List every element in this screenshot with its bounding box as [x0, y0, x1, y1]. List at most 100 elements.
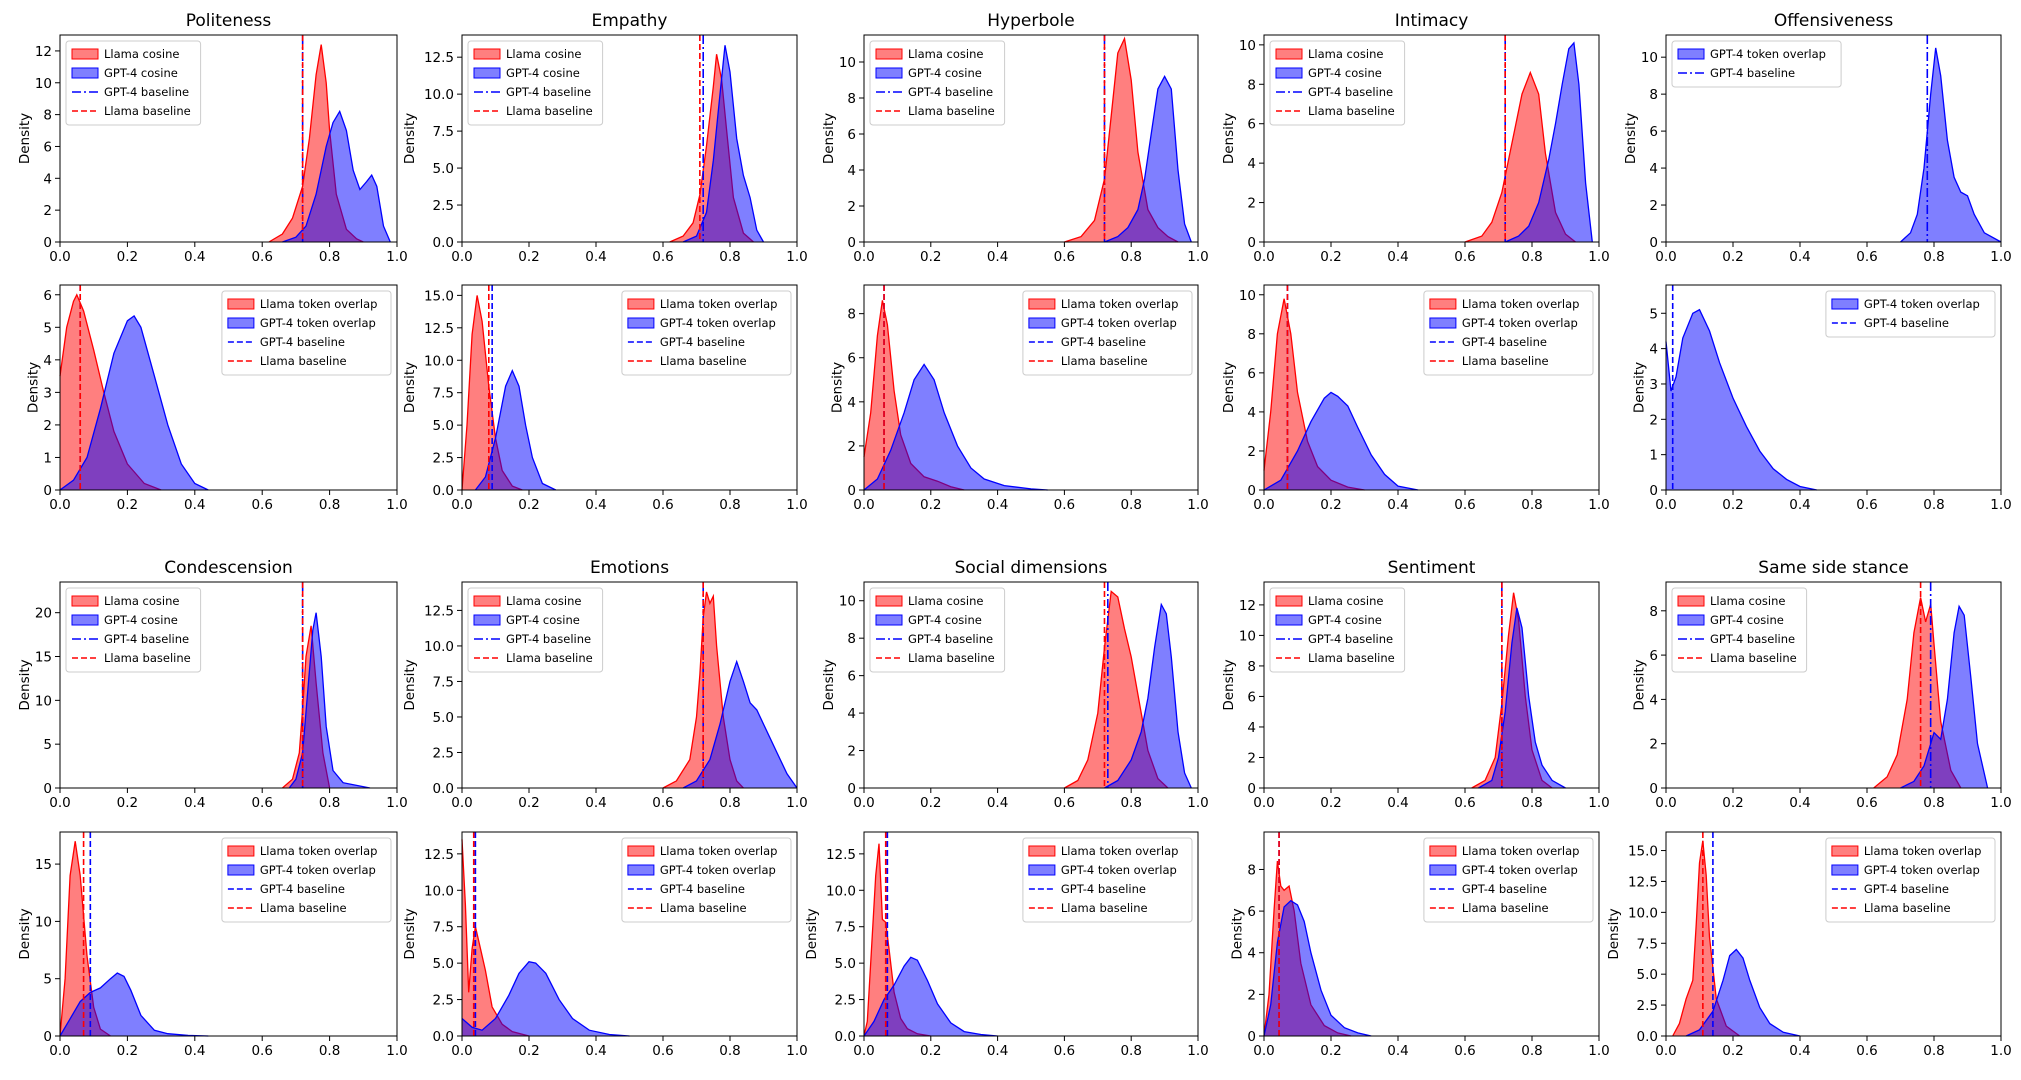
x-tick-label: 0.6 — [1454, 497, 1475, 513]
y-axis-label: Density — [402, 362, 418, 413]
x-tick-label: 0.2 — [920, 249, 941, 265]
x-tick-label: 0.2 — [1320, 497, 1341, 513]
legend-patch-swatch — [1677, 48, 1705, 60]
axes-frame — [863, 34, 1199, 243]
legend-entry-label: GPT-4 cosine — [1308, 613, 1382, 627]
x-tick-label: 0.0 — [1655, 497, 1676, 513]
x-tick-label: 0.8 — [1923, 1043, 1944, 1059]
llama-density-area — [864, 300, 965, 490]
legend-entry-label: Llama baseline — [1710, 651, 1797, 665]
x-tick-label: 0.4 — [184, 249, 205, 265]
y-tick-label: 2 — [1649, 198, 1658, 214]
y-tick-label: 10 — [1239, 288, 1256, 304]
y-tick-label: 10 — [35, 76, 52, 92]
y-tick-label: 2 — [43, 203, 52, 219]
gpt4-density-area — [1264, 900, 1372, 1036]
x-tick-label: 0.4 — [585, 795, 606, 811]
legend-entry-label: Llama cosine — [1308, 47, 1383, 61]
gpt4-density-area — [475, 370, 556, 490]
x-tick-label: 0.6 — [1856, 249, 1877, 265]
subplot-title: Same side stance — [1758, 558, 1908, 578]
legend: GPT-4 token overlap GPT-4 baseline — [1825, 290, 1996, 338]
legend-box — [869, 587, 1006, 673]
x-tick-label: 0.2 — [518, 497, 539, 513]
y-tick-label: 0 — [847, 781, 856, 797]
subplot-7: 0.0 0.2 0.4 0.6 0.8 1.0 0.0 2.5 5.0 7.5 10.0 12.5 15… — [402, 284, 808, 513]
x-tick-label: 0.6 — [652, 795, 673, 811]
y-tick-label: 4 — [847, 706, 856, 722]
gpt4-density-area — [1478, 607, 1566, 788]
subplot-title: Intimacy — [1395, 11, 1469, 31]
legend: Llama token overlap GPT-4 token overlap GP… — [1825, 837, 1996, 923]
legend: Llama token overlap GPT-4 token overlap GP… — [621, 837, 792, 923]
legend-entry-label: GPT-4 baseline — [1710, 632, 1795, 646]
y-tick-label: 6 — [1247, 904, 1256, 920]
x-tick-label: 0.8 — [1120, 249, 1141, 265]
legend-patch-swatch — [875, 614, 903, 626]
y-axis-label: Density — [26, 362, 42, 413]
x-tick-label: 1.0 — [1187, 249, 1208, 265]
y-tick-label: 0.0 — [433, 483, 454, 499]
legend-entry-label: GPT-4 token overlap — [1462, 316, 1578, 330]
y-tick-label: 2 — [1247, 750, 1256, 766]
legend-patch-swatch — [875, 67, 903, 79]
y-tick-label: 5.0 — [433, 710, 454, 726]
legend-entry-label: Llama cosine — [104, 594, 179, 608]
x-tick-label: 0.6 — [1054, 795, 1075, 811]
legend-entry-label: Llama baseline — [260, 354, 347, 368]
x-tick-label: 1.0 — [1990, 1043, 2011, 1059]
axes-frame — [863, 284, 1199, 491]
x-tick-label: 1.0 — [786, 795, 807, 811]
legend-entry-label: Llama baseline — [660, 901, 747, 915]
legend-entry-label: Llama token overlap — [260, 297, 378, 311]
y-tick-label: 1 — [43, 450, 52, 466]
legend-entry-label: GPT-4 token overlap — [1462, 863, 1578, 877]
gpt4-density-area — [282, 111, 391, 243]
legend-patch-swatch — [627, 317, 655, 329]
legend-entry-label: GPT-4 baseline — [1864, 882, 1949, 896]
y-tick-label: 10.0 — [424, 87, 454, 103]
x-tick-label: 0.4 — [585, 249, 606, 265]
y-tick-label: 2.5 — [433, 451, 454, 467]
x-tick-label: 0.6 — [1454, 249, 1475, 265]
gpt4-density-area — [864, 957, 998, 1036]
legend-patch-swatch — [627, 864, 655, 876]
x-tick-label: 0.8 — [719, 1043, 740, 1059]
x-tick-label: 0.4 — [987, 497, 1008, 513]
subplot-9: 0.0 0.2 0.4 0.6 0.8 1.0 0 2 4 6 8 10 Density Llama to… — [1221, 284, 1610, 513]
y-tick-label: 2 — [1247, 444, 1256, 460]
y-tick-label: 6 — [847, 351, 856, 367]
legend-entry-label: GPT-4 baseline — [1308, 85, 1393, 99]
y-axis-label: Density — [1221, 113, 1237, 164]
y-tick-label: 0 — [847, 235, 856, 251]
y-tick-label: 4 — [1247, 946, 1256, 962]
y-tick-label: 4 — [1247, 405, 1256, 421]
axes-frame — [1263, 284, 1600, 491]
legend-entry-label: GPT-4 baseline — [1462, 882, 1547, 896]
subplot-title: Emotions — [590, 558, 669, 578]
legend-entry-label: GPT-4 baseline — [660, 335, 745, 349]
x-tick-label: 0.8 — [1923, 795, 1944, 811]
x-tick-label: 0.6 — [1856, 795, 1877, 811]
y-tick-label: 12.5 — [424, 50, 454, 66]
llama-density-area — [462, 295, 523, 490]
y-tick-label: 6 — [1649, 124, 1658, 140]
y-tick-label: 0.0 — [433, 1029, 454, 1045]
y-tick-label: 12.5 — [1628, 874, 1658, 890]
x-tick-label: 0.0 — [49, 1043, 70, 1059]
legend-box — [621, 290, 792, 376]
y-tick-label: 2.5 — [433, 198, 454, 214]
legend-entry-label: GPT-4 cosine — [908, 66, 982, 80]
x-tick-label: 1.0 — [786, 1043, 807, 1059]
legend-patch-swatch — [473, 48, 501, 60]
y-tick-label: 2.5 — [433, 745, 454, 761]
x-tick-label: 0.8 — [319, 249, 340, 265]
x-tick-label: 0.4 — [1789, 1043, 1810, 1059]
x-tick-label: 0.2 — [1320, 795, 1341, 811]
x-tick-label: 0.6 — [1856, 1043, 1877, 1059]
legend: Llama cosine GPT-4 cosine GPT-4 baseline Ll… — [467, 587, 604, 673]
x-tick-label: 0.0 — [1655, 249, 1676, 265]
legend-patch-swatch — [1275, 67, 1303, 79]
x-tick-label: 0.0 — [451, 795, 472, 811]
x-tick-label: 0.4 — [1789, 497, 1810, 513]
